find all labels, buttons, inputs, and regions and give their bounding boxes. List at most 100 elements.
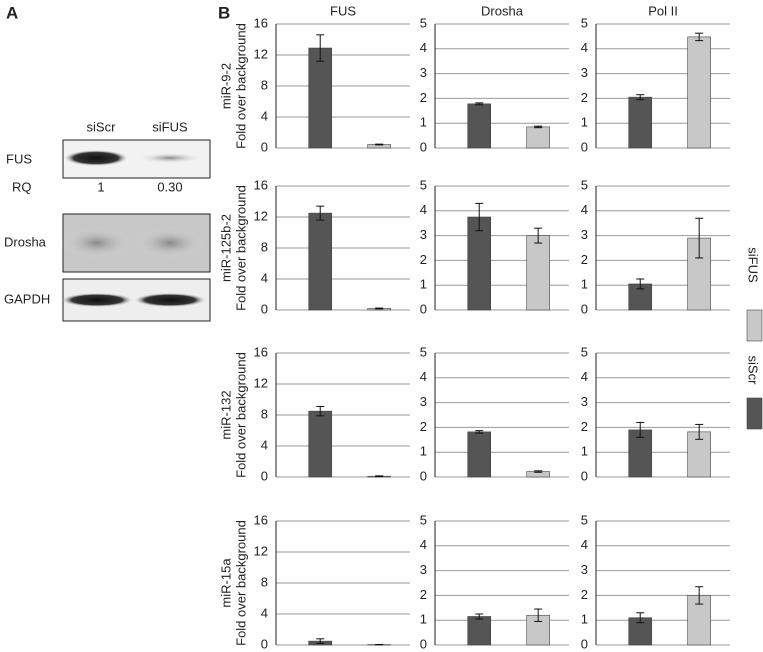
- bar: [628, 96, 653, 149]
- error-bar: [534, 125, 543, 129]
- y-tick-label: 5: [581, 177, 588, 192]
- error-bar: [316, 34, 325, 62]
- y-tick-label: 8: [261, 574, 268, 589]
- y-tick-label: 16: [254, 177, 268, 192]
- y-tick-label: 0: [261, 139, 268, 154]
- y-tick-label: 1: [581, 277, 588, 292]
- rq-value: 0.30: [157, 179, 182, 194]
- error-bar: [636, 612, 645, 624]
- error-bar: [316, 638, 325, 644]
- error-bar: [636, 94, 645, 101]
- y-tick-label: 4: [261, 437, 268, 452]
- y-tick-label: 12: [254, 208, 268, 223]
- y-tick-label: 3: [581, 394, 588, 409]
- y-tick-label: 8: [261, 406, 268, 421]
- y-tick-label: 5: [420, 15, 427, 30]
- error-bar: [475, 430, 484, 434]
- error-bar: [695, 423, 704, 440]
- y-tick-label: 4: [581, 40, 588, 55]
- y-tick-label: 4: [261, 605, 268, 620]
- error-bar: [316, 405, 325, 417]
- legend-swatch: [746, 309, 763, 342]
- lane-label: siScr: [87, 119, 117, 134]
- y-axis-label: miR-15a: [218, 558, 233, 608]
- y-tick-label: 2: [581, 252, 588, 267]
- band: [61, 227, 133, 259]
- y-tick-label: 4: [581, 369, 588, 384]
- legend-label: siScr: [746, 356, 761, 386]
- y-tick-label: 12: [254, 46, 268, 61]
- bar: [308, 212, 333, 311]
- band: [61, 293, 133, 307]
- y-tick-label: 3: [581, 65, 588, 80]
- y-tick-label: 2: [420, 419, 427, 434]
- y-tick-label: 4: [581, 202, 588, 217]
- y-tick-label: 16: [254, 344, 268, 359]
- error-bar: [636, 278, 645, 290]
- y-tick-label: 0: [420, 301, 427, 316]
- band: [134, 293, 206, 307]
- panel-label: B: [218, 3, 230, 22]
- y-tick-label: 5: [420, 344, 427, 359]
- error-bar: [375, 143, 384, 146]
- blot-label: Drosha: [4, 234, 47, 249]
- y-axis-label: miR-125b-2: [218, 214, 233, 282]
- band: [140, 153, 200, 163]
- y-tick-label: 4: [581, 537, 588, 552]
- band: [134, 227, 206, 259]
- column-title: Drosha: [481, 3, 524, 18]
- column-title: FUS: [330, 3, 356, 18]
- error-bar: [316, 205, 325, 221]
- y-tick-label: 0: [261, 636, 268, 651]
- y-tick-label: 4: [420, 369, 427, 384]
- y-tick-label: 0: [261, 468, 268, 483]
- y-tick-label: 1: [581, 115, 588, 130]
- error-bar: [475, 102, 484, 106]
- bar: [687, 36, 711, 149]
- y-axis-label: Fold over background: [233, 23, 248, 149]
- y-tick-label: 5: [581, 15, 588, 30]
- y-axis-label: miR-132: [218, 390, 233, 439]
- y-tick-label: 4: [261, 108, 268, 123]
- column-title: Pol II: [648, 3, 678, 18]
- band: [64, 150, 128, 166]
- y-tick-label: 4: [420, 202, 427, 217]
- y-axis-label: Fold over background: [233, 352, 248, 478]
- y-tick-label: 0: [581, 468, 588, 483]
- y-tick-label: 5: [581, 344, 588, 359]
- y-tick-label: 0: [581, 139, 588, 154]
- y-axis-label: Fold over background: [233, 185, 248, 311]
- y-tick-label: 1: [420, 115, 427, 130]
- bar: [526, 126, 550, 149]
- y-tick-label: 3: [420, 394, 427, 409]
- y-tick-label: 1: [420, 277, 427, 292]
- y-tick-label: 2: [420, 587, 427, 602]
- error-bar: [695, 586, 704, 605]
- y-tick-label: 0: [581, 301, 588, 316]
- y-tick-label: 8: [261, 77, 268, 92]
- blot-label: GAPDH: [4, 291, 50, 306]
- y-tick-label: 3: [420, 562, 427, 577]
- bar: [467, 616, 492, 646]
- y-tick-label: 2: [420, 90, 427, 105]
- legend-swatch: [746, 397, 763, 430]
- blot-label: FUS: [6, 151, 32, 166]
- y-tick-label: 5: [420, 512, 427, 527]
- error-bar: [534, 470, 543, 473]
- y-tick-label: 5: [420, 177, 427, 192]
- y-tick-label: 0: [420, 468, 427, 483]
- y-tick-label: 0: [581, 636, 588, 651]
- y-tick-label: 2: [581, 587, 588, 602]
- error-bar: [695, 217, 704, 259]
- bar: [467, 431, 492, 478]
- y-tick-label: 16: [254, 512, 268, 527]
- y-tick-label: 12: [254, 543, 268, 558]
- y-tick-label: 8: [261, 239, 268, 254]
- error-bar: [375, 475, 384, 478]
- y-tick-label: 16: [254, 15, 268, 30]
- rq-label: RQ: [12, 179, 32, 194]
- y-axis-label: miR-9-2: [218, 63, 233, 109]
- y-tick-label: 4: [420, 40, 427, 55]
- error-bar: [534, 227, 543, 244]
- y-tick-label: 1: [420, 444, 427, 459]
